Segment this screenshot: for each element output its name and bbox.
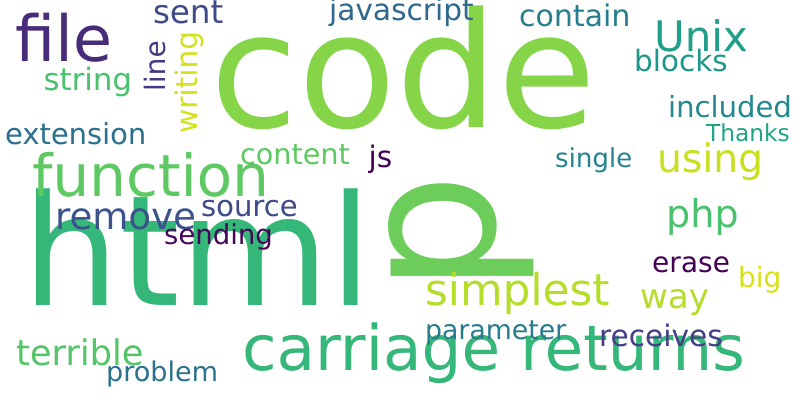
word-blocks: blocks [634, 44, 728, 79]
word-included: included [668, 89, 792, 124]
word-php: php [666, 192, 739, 237]
word-source: source [201, 188, 298, 223]
word-unix: Unix [654, 11, 748, 61]
word-html: html [22, 162, 372, 342]
word-big: big [738, 261, 782, 295]
word-sent: sent [153, 0, 224, 32]
word-function: function [32, 142, 269, 211]
word-file: file [15, 3, 113, 78]
word-way: way [640, 277, 709, 318]
word-extension: extension [5, 116, 147, 151]
word-erase: erase [652, 245, 730, 279]
word-parameter: parameter [425, 314, 567, 346]
word-javascript: javascript [329, 0, 474, 28]
word-line: line [138, 40, 172, 91]
word-writing: writing [169, 30, 205, 133]
word-using: using [657, 137, 764, 183]
word-code: code [210, 0, 597, 165]
word-sending: sending [164, 218, 273, 251]
word-contain: contain [519, 0, 631, 34]
word-thanks: Thanks [706, 120, 790, 148]
word-remove: remove [55, 195, 196, 239]
word-problem: problem [106, 357, 219, 389]
word-string: string [43, 61, 132, 98]
word-js: js [368, 139, 393, 175]
word-single: single [555, 144, 633, 175]
word-simplest: simplest [425, 264, 610, 316]
word-receives: receives [599, 318, 723, 354]
word-content: content [240, 137, 350, 172]
word-carriage-returns: carriage returns [242, 312, 745, 386]
word-terrible: terrible [16, 332, 144, 374]
